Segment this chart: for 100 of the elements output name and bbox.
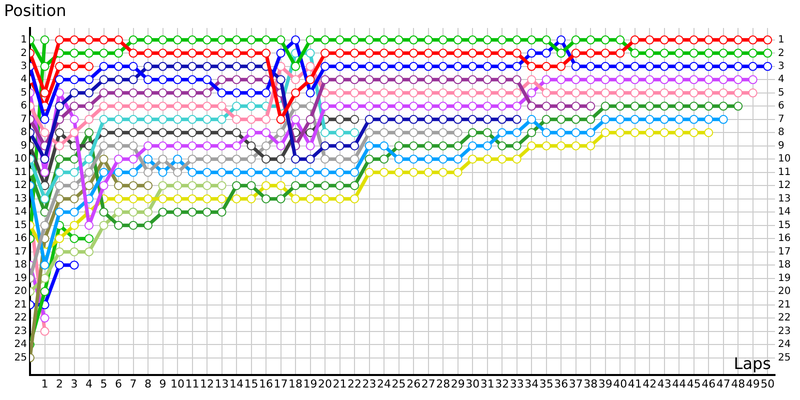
point xyxy=(409,128,418,138)
point xyxy=(482,88,492,98)
point xyxy=(674,88,684,98)
point xyxy=(335,154,344,164)
point xyxy=(99,75,108,84)
point xyxy=(232,62,242,71)
point xyxy=(482,128,492,138)
point xyxy=(217,88,226,98)
point xyxy=(306,181,315,190)
x-tick-label: 44 xyxy=(672,377,686,390)
y2-tick-label: 14 xyxy=(778,206,791,218)
point xyxy=(306,114,315,124)
point xyxy=(70,220,79,230)
point xyxy=(689,48,698,58)
point xyxy=(158,48,168,58)
x-tick-label: 5 xyxy=(100,377,108,390)
point xyxy=(40,260,50,270)
point xyxy=(734,102,743,111)
x-tick-label: 40 xyxy=(613,377,628,390)
point xyxy=(645,114,654,124)
x-tick-label: 31 xyxy=(480,377,494,390)
y-tick-label: 20 xyxy=(14,286,27,298)
point xyxy=(763,48,772,58)
point xyxy=(70,234,79,244)
point xyxy=(527,35,536,44)
point xyxy=(424,88,433,98)
point xyxy=(217,141,226,150)
point xyxy=(527,102,536,111)
point xyxy=(217,75,226,84)
point xyxy=(276,48,286,58)
point xyxy=(600,48,610,58)
point xyxy=(144,75,153,84)
point xyxy=(571,62,580,71)
x-tick-label: 14 xyxy=(230,377,244,390)
point xyxy=(689,114,698,124)
point xyxy=(217,114,226,124)
point xyxy=(99,208,108,217)
point xyxy=(380,102,389,111)
point xyxy=(276,35,286,44)
point xyxy=(114,208,124,217)
point xyxy=(84,220,94,230)
point xyxy=(394,88,404,98)
point xyxy=(512,62,522,71)
point xyxy=(144,114,153,124)
point xyxy=(128,114,138,124)
point xyxy=(202,154,212,164)
point xyxy=(291,88,300,98)
point xyxy=(571,75,580,84)
point xyxy=(202,114,212,124)
point xyxy=(380,128,389,138)
y2-tick-label: 17 xyxy=(778,246,791,258)
point xyxy=(99,220,108,230)
point xyxy=(616,48,625,58)
y2-tick-label: 22 xyxy=(778,312,791,324)
point xyxy=(114,141,124,150)
point xyxy=(438,154,448,164)
point xyxy=(542,128,551,138)
point xyxy=(424,128,433,138)
x-tick-label: 17 xyxy=(274,377,288,390)
x-tick-label: 2 xyxy=(56,377,64,390)
point xyxy=(453,88,462,98)
point xyxy=(571,102,580,111)
y-tick-label: 25 xyxy=(14,352,27,364)
point xyxy=(394,48,404,58)
point xyxy=(364,114,374,124)
point xyxy=(55,247,64,256)
point xyxy=(335,128,344,138)
point xyxy=(600,88,610,98)
point xyxy=(84,88,94,98)
x-tick-label: 13 xyxy=(214,377,229,390)
point xyxy=(674,102,684,111)
point xyxy=(512,114,522,124)
x-tick-label: 34 xyxy=(524,377,539,390)
point xyxy=(512,75,522,84)
point xyxy=(114,114,124,124)
point xyxy=(320,181,330,190)
point xyxy=(718,88,728,98)
point xyxy=(380,88,389,98)
point xyxy=(262,114,271,124)
point xyxy=(158,75,168,84)
point xyxy=(202,102,212,111)
point xyxy=(498,128,507,138)
point xyxy=(40,128,50,138)
point xyxy=(173,102,182,111)
x-tick-label: 7 xyxy=(130,377,137,390)
point xyxy=(202,168,212,177)
point xyxy=(748,62,758,71)
y-tick-label: 12 xyxy=(14,180,27,192)
point xyxy=(262,181,271,190)
x-tick-label: 3 xyxy=(70,377,78,390)
point xyxy=(748,48,758,58)
x-tick-label: 4 xyxy=(86,377,93,390)
point xyxy=(380,35,389,44)
point xyxy=(616,128,625,138)
point xyxy=(306,62,315,71)
point xyxy=(173,35,182,44)
point xyxy=(158,168,168,177)
point xyxy=(571,141,580,150)
point xyxy=(128,75,138,84)
point xyxy=(246,128,256,138)
